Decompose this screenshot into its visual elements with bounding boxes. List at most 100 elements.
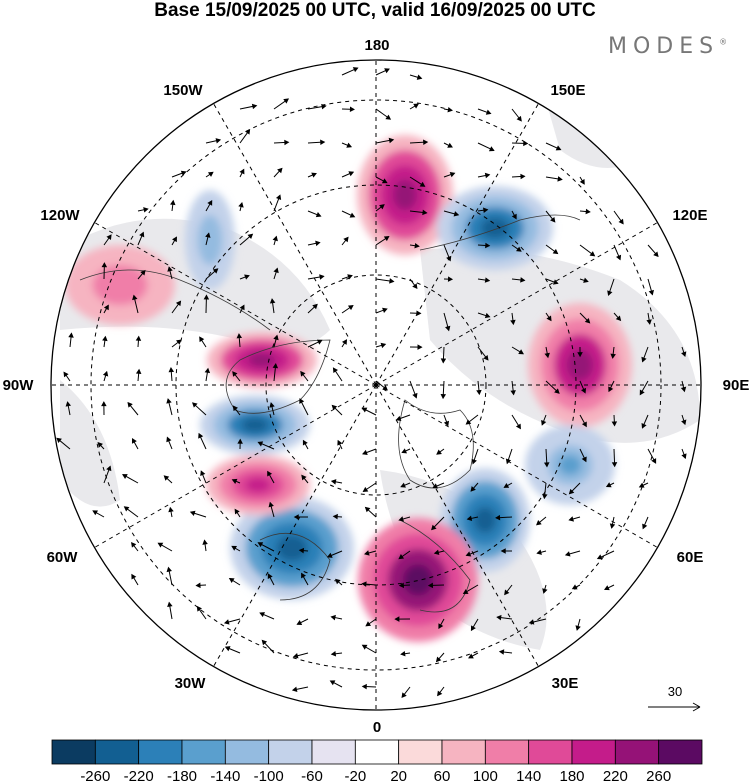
wind-vector-head [610,353,616,359]
wind-vector-head [516,115,522,122]
wind-vector-head [557,176,563,182]
wind-vector-head [273,267,279,274]
wind-vector-head [301,474,307,481]
wind-vector-head [175,300,182,307]
wind-vector-head [422,209,428,216]
wind-vector-head [302,439,308,446]
wind-vector-head [349,106,355,113]
wind-vector-head [589,251,596,257]
colorbar-swatch [571,739,616,765]
colorbar: -260 -220 -180 -140 -100 -60 -20 20 60 100 140 180 2… [51,739,703,783]
wind-vector-head [466,515,473,522]
wind-vector-head [471,458,477,465]
wind-vector-head [231,478,238,484]
wind-vector-head [577,352,583,358]
wind-vector-head [431,524,437,531]
wind-vector-head [568,488,575,495]
wind-vectors [56,67,687,699]
wind-vector-head [223,619,230,625]
colorbar-label: 180 [559,768,584,783]
wind-vector-head [143,207,149,213]
wind-vector-head [611,421,618,427]
wind-vector-head [131,541,137,548]
wind-vector-head [362,449,368,456]
wind-vector-head [163,475,170,481]
colorbar-label: 140 [516,768,541,783]
wind-vector-head [330,479,337,485]
wind-vector-head [482,207,489,213]
wind-vector-head [400,650,406,657]
wind-vector-head [470,486,476,492]
wind-vector-head [228,577,235,583]
wind-vector-head [97,442,103,448]
wind-vector-head [283,98,289,104]
wind-vector-head [381,178,388,184]
wind-vector-head [348,171,355,177]
wind-vector-head [292,653,299,659]
wind-vector-head [445,325,451,332]
wind-vector-head [412,283,418,290]
anomaly-atlantic-negative-level-3 [276,535,308,561]
colorbar-label: 260 [646,768,671,783]
colorbar-swatch [398,739,443,765]
anomaly-pacific-nw-negative-level-3 [203,227,217,253]
wind-vector-head [257,542,264,548]
wind-vector-head [166,398,172,404]
wind-vector-head [347,274,353,280]
wind-vector-head [293,514,299,520]
longitude-label: 120W [40,207,80,224]
wind-vector-head [101,401,107,407]
wind-vector-head [365,621,372,627]
wind-vector-head [316,339,323,345]
wind-vector-head [385,114,392,120]
brand-logo: MODES® [608,34,727,59]
wind-vector-head [596,554,603,560]
wind-vector-head [419,181,426,187]
wind-vector-head [581,421,587,428]
wind-vector-head [546,315,552,322]
wind-vector-head [401,692,407,699]
wind-vector-head [199,336,205,343]
wind-vector-head [681,453,687,460]
wind-vector-head [468,653,474,659]
colorbar-label: -180 [167,768,197,783]
wind-vector-head [388,137,395,144]
wind-vector-head [202,539,208,545]
wind-vector-head [433,549,440,555]
longitude-label: 0 [373,719,381,736]
wind-vector-head [568,516,574,522]
wind-vector-head [103,304,109,311]
meridian-2 [375,222,658,386]
wind-vector-head [326,552,333,558]
wind-vector-head [605,482,612,488]
colorbar-swatch [484,739,530,765]
meridian-10 [94,222,377,386]
vector-scale: 30 [648,684,701,712]
wind-vector-head [329,680,336,686]
wind-vector-head [653,251,659,258]
wind-vector-head [168,506,174,513]
wind-vector-head [447,276,454,282]
wind-vector-head [166,566,172,573]
anomaly-greenland-positive-level-3 [245,477,271,493]
wind-vector-head [412,392,418,399]
wind-vector-head [167,601,173,608]
wind-vector-head [400,482,406,488]
wind-vector-head [196,605,202,612]
wind-vector-head [550,216,556,223]
registered-mark: ® [719,37,728,47]
meridian-4 [375,384,658,548]
wind-vector-head [131,573,137,580]
wind-vector-head [498,649,505,655]
anomaly-canada-negative-level-3 [241,417,269,433]
wind-vector-head [641,423,647,429]
wind-vector-head [166,436,172,443]
wind-vector-head [330,614,336,621]
wind-vector-head [361,683,367,690]
wind-vector-head [269,402,275,408]
wind-vector-head [515,423,521,430]
wind-vector-head [135,368,142,374]
wind-vector-head [277,167,283,174]
wind-vector-head [585,208,591,215]
